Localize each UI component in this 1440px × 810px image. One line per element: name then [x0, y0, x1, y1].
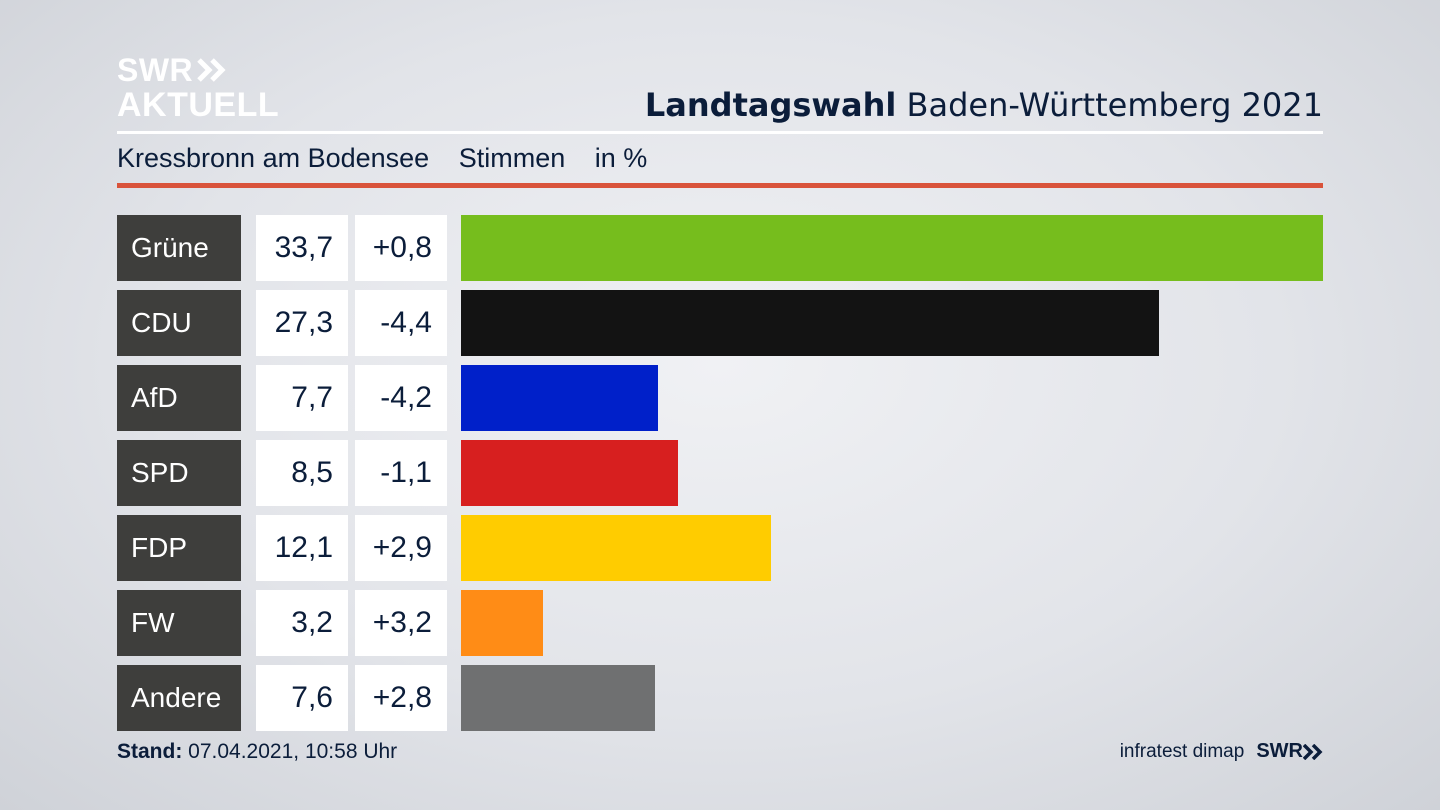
change-label: +0,8 [355, 215, 447, 281]
bar [461, 590, 543, 656]
party-label: Grüne [117, 215, 241, 281]
page-title: Landtagswahl Baden-Württemberg 2021 [645, 86, 1323, 124]
result-row: AfD 7,7 -4,2 [117, 365, 1323, 431]
timestamp: Stand: 07.04.2021, 10:58 Uhr [117, 740, 397, 764]
change-label: -4,4 [355, 290, 447, 356]
result-row: FW 3,2 +3,2 [117, 590, 1323, 656]
source-label: infratest dimap [1119, 740, 1245, 762]
bar [461, 215, 1323, 281]
swr-aktuell-logo: SWR AKTUELL [117, 54, 279, 122]
stand-value: 07.04.2021, 10:58 Uhr [188, 740, 398, 763]
chart-subtitle: Kressbronn am Bodensee Stimmen in % [117, 143, 669, 174]
subtitle-unit: in % [594, 143, 648, 173]
subtitle-place: Kressbronn am Bodensee [117, 143, 430, 173]
vote-share-label: 12,1 [256, 515, 348, 581]
result-row: Grüne 33,7 +0,8 [117, 215, 1323, 281]
brand-label: SWR [1256, 740, 1303, 762]
bar [461, 365, 658, 431]
result-row: FDP 12,1 +2,9 [117, 515, 1323, 581]
title-rest: Baden-Württemberg 2021 [906, 86, 1324, 124]
change-label: +3,2 [355, 590, 447, 656]
source-credit: infratest dimap SWR [1120, 740, 1323, 763]
vote-share-label: 3,2 [256, 590, 348, 656]
result-row: Andere 7,6 +2,8 [117, 665, 1323, 731]
logo-line1: SWR [117, 52, 194, 88]
change-label: -1,1 [355, 440, 447, 506]
vote-share-label: 33,7 [256, 215, 348, 281]
change-label: +2,9 [355, 515, 447, 581]
swr-brand: SWR [1256, 740, 1323, 763]
result-row: SPD 8,5 -1,1 [117, 440, 1323, 506]
change-label: +2,8 [355, 665, 447, 731]
party-label: SPD [117, 440, 241, 506]
vote-share-label: 8,5 [256, 440, 348, 506]
party-label: FW [117, 590, 241, 656]
title-bold: Landtagswahl [644, 86, 897, 124]
party-label: FDP [117, 515, 241, 581]
bar [461, 665, 655, 731]
bar [461, 440, 678, 506]
logo-line2: AKTUELL [117, 86, 280, 124]
change-label: -4,2 [355, 365, 447, 431]
accent-divider [117, 183, 1323, 188]
vote-share-label: 7,6 [256, 665, 348, 731]
double-chevron-icon [1303, 743, 1323, 760]
vote-share-label: 7,7 [256, 365, 348, 431]
vote-share-label: 27,3 [256, 290, 348, 356]
bar [461, 515, 771, 581]
double-chevron-icon [197, 58, 226, 82]
bar [461, 290, 1159, 356]
stand-label: Stand: [117, 740, 183, 763]
result-row: CDU 27,3 -4,4 [117, 290, 1323, 356]
subtitle-measure: Stimmen [458, 143, 566, 173]
party-label: Andere [117, 665, 241, 731]
party-label: AfD [117, 365, 241, 431]
party-label: CDU [117, 290, 241, 356]
header-divider [117, 131, 1323, 134]
